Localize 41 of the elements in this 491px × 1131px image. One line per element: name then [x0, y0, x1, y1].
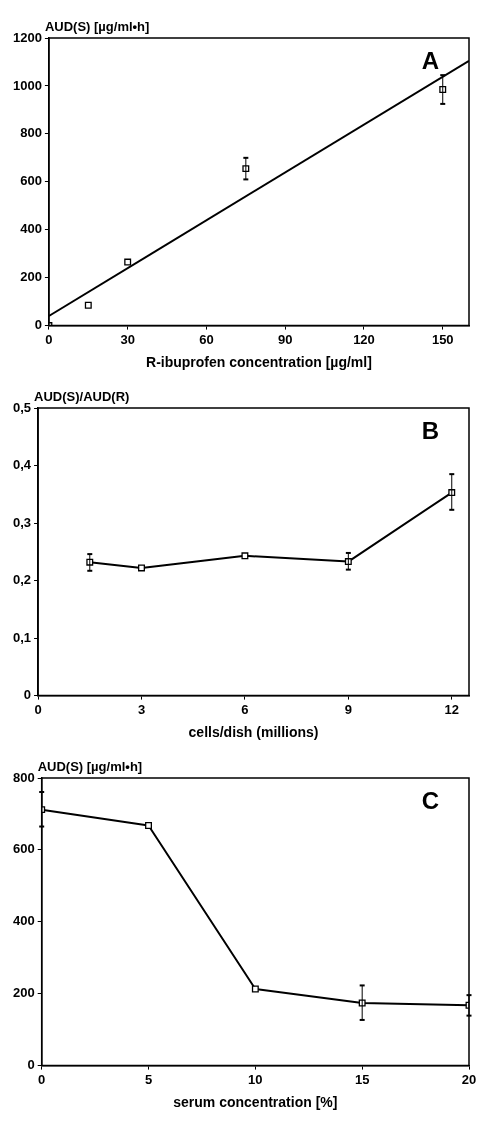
x-tick-label: 12	[444, 701, 459, 717]
y-tick-label: 200	[20, 269, 42, 285]
y-tick-label: 600	[12, 841, 35, 857]
y-tick-label: 0,1	[12, 629, 32, 645]
x-tick-label: 5	[144, 1071, 153, 1087]
y-axis-title: AUD(S) [µg/ml•h]	[37, 759, 143, 775]
y-tick-label: 400	[12, 913, 35, 929]
y-tick-label: 0,5	[12, 399, 32, 415]
y-axis-title: AUD(S)/AUD(R)	[34, 389, 130, 405]
y-tick-label: 400	[20, 221, 42, 237]
x-tick-label: 10	[248, 1071, 263, 1087]
x-tick-label: 15	[354, 1071, 370, 1087]
y-tick-label: 1000	[13, 77, 42, 93]
x-axis-title: R-ibuprofen concentration [µg/ml]	[146, 354, 372, 371]
y-tick-label: 0,2	[12, 572, 32, 588]
y-tick-label: 0,3	[12, 514, 32, 530]
x-axis-title: serum concentration [%]	[173, 1094, 338, 1111]
y-axis-title: AUD(S) [µg/ml•h]	[44, 19, 150, 35]
x-tick-label: 20	[461, 1071, 477, 1087]
x-tick-label: 6	[241, 701, 249, 717]
x-tick-label: 9	[344, 701, 352, 717]
y-tick-label: 0	[27, 1057, 35, 1073]
y-tick-label: 1200	[13, 29, 42, 45]
x-tick-label: 3	[137, 701, 146, 717]
y-tick-label: 600	[20, 173, 42, 189]
x-tick-label: 120	[353, 331, 375, 347]
annotation: C	[421, 786, 439, 814]
y-tick-label: 800	[12, 769, 35, 785]
x-tick-label: 0	[45, 331, 53, 347]
x-tick-label: 30	[120, 331, 135, 347]
x-tick-label: 90	[277, 331, 293, 347]
x-tick-label: 150	[431, 331, 454, 347]
y-tick-label: 0	[34, 317, 42, 333]
y-tick-label: 800	[20, 125, 42, 141]
y-tick-label: 0	[23, 687, 32, 703]
x-axis-title: cells/dish (millions)	[188, 724, 319, 741]
annotation: A	[421, 46, 439, 74]
x-tick-label: 60	[199, 331, 214, 347]
annotation: B	[421, 416, 439, 444]
y-tick-label: 200	[12, 985, 35, 1001]
y-tick-label: 0,4	[12, 457, 32, 473]
